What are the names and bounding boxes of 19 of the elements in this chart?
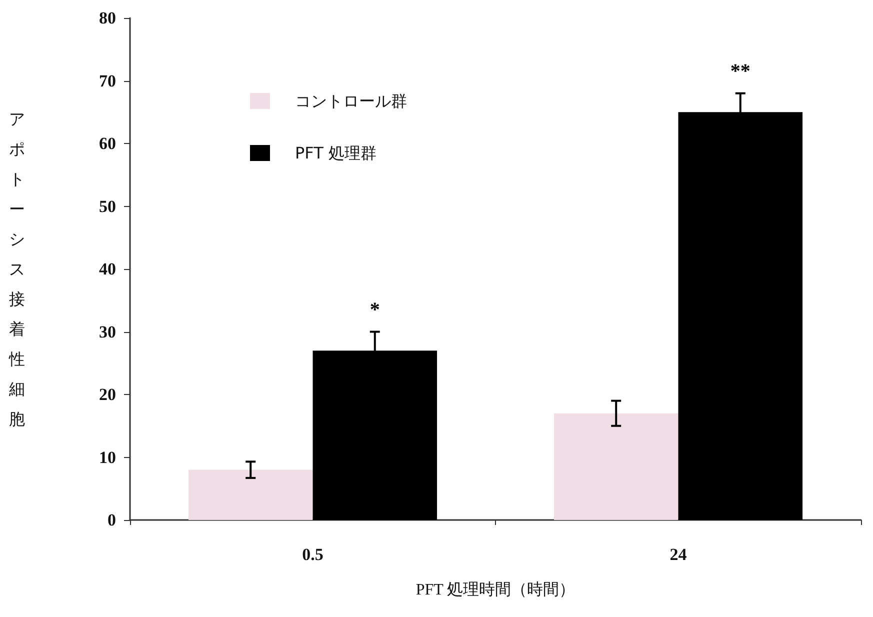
x-tick-label: 24 [670,545,688,564]
x-axis-title: PFT 処理時間（時間） [416,580,576,598]
annotation: ** [730,60,750,82]
legend-label: PFT 処理群 [295,144,376,162]
annotation: * [370,298,380,321]
y-tick-label: 60 [99,134,116,153]
y-tick-label: 10 [99,448,116,467]
y-tick-label: 0 [108,510,116,530]
text: アポトーシス接着性細胞 [9,110,25,428]
x-tick-label: 0.5 [302,545,324,564]
bar [188,470,313,520]
bar [554,413,678,520]
y-tick-label: 40 [99,260,116,278]
y-tick-label: 80 [99,8,116,28]
y-tick-label: 50 [99,196,116,216]
y-tick-label: 20 [99,385,116,404]
legend-label: コントロール群 [295,92,407,110]
y-tick-label: 30 [99,322,116,342]
y-tick-label: 70 [99,71,116,90]
